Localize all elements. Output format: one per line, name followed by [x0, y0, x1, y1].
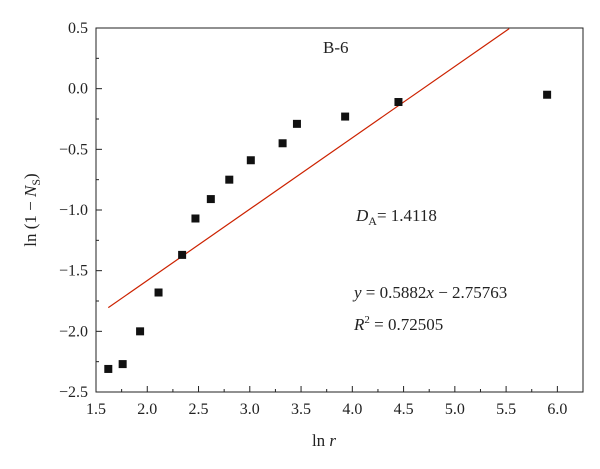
y-title-suffix: )	[21, 173, 40, 179]
x-tick-label: 5.5	[496, 401, 516, 418]
r2-label: R	[353, 315, 365, 334]
eq-mid: = 0.5882	[362, 283, 427, 302]
x-tick-label: 1.5	[86, 401, 106, 418]
da-subscript: A	[368, 214, 377, 228]
x-tick-label: 2.0	[137, 401, 157, 418]
y-title-var: N	[21, 184, 40, 198]
x-title-var: r	[329, 431, 336, 450]
da-annotation: DA= 1.4118	[355, 206, 437, 228]
r-squared: R2 = 0.72505	[353, 314, 443, 334]
data-point	[341, 112, 350, 121]
data-point	[136, 327, 145, 336]
x-tick-label: 3.0	[240, 401, 260, 418]
y-title-sub: S	[29, 179, 43, 186]
y-tick-label: −0.5	[59, 141, 88, 158]
x-axis-ticks: 1.5 2.0 2.5 3.0 3.5 4.0 4.5 5.0 5.5 6.0	[86, 386, 567, 418]
data-points	[104, 90, 552, 373]
x-title-main: ln	[312, 431, 329, 450]
da-value: = 1.4118	[377, 206, 437, 225]
y-tick-label: −2.0	[59, 323, 88, 340]
y-tick-label: 0.0	[68, 81, 88, 98]
data-point	[118, 360, 127, 369]
x-tick-label: 4.5	[394, 401, 414, 418]
x-tick-label: 2.5	[189, 401, 209, 418]
data-point	[225, 175, 234, 184]
data-point	[278, 139, 287, 148]
data-point	[292, 119, 301, 128]
y-tick-label: −1.0	[59, 202, 88, 219]
da-label: D	[355, 206, 369, 225]
x-tick-label: 4.0	[342, 401, 362, 418]
data-point	[543, 90, 552, 99]
data-point	[246, 156, 255, 165]
eq-x: x	[425, 283, 434, 302]
x-tick-label: 5.0	[445, 401, 465, 418]
data-point	[154, 288, 163, 297]
eq-y: y	[352, 283, 362, 302]
r2-value: = 0.72505	[370, 315, 443, 334]
fit-line-layer	[107, 28, 510, 309]
x-tick-label: 3.5	[291, 401, 311, 418]
plot-frame	[95, 27, 584, 393]
eq-rest: − 2.75763	[434, 283, 507, 302]
y-axis-ticks: −2.5 −2.0 −1.5 −1.0 −0.5 0.0 0.5	[59, 20, 102, 401]
y-tick-label: −1.5	[59, 263, 88, 280]
chart-label-b6: B-6	[323, 38, 349, 57]
y-axis-title: ln (1 − NS)	[21, 173, 43, 246]
x-axis-title: ln r	[312, 431, 336, 450]
data-point	[191, 214, 200, 223]
x-tick-label: 6.0	[547, 401, 567, 418]
data-point	[104, 364, 113, 373]
y-tick-label: −2.5	[59, 384, 88, 401]
regression-line	[107, 28, 510, 309]
data-point	[178, 250, 187, 259]
regression-equation: y = 0.5882x − 2.75763	[352, 283, 507, 302]
r2-superscript: 2	[364, 314, 370, 326]
y-title-prefix: ln (1 −	[21, 197, 40, 247]
data-point	[206, 195, 215, 204]
data-point	[394, 98, 403, 107]
y-tick-label: 0.5	[68, 20, 88, 37]
